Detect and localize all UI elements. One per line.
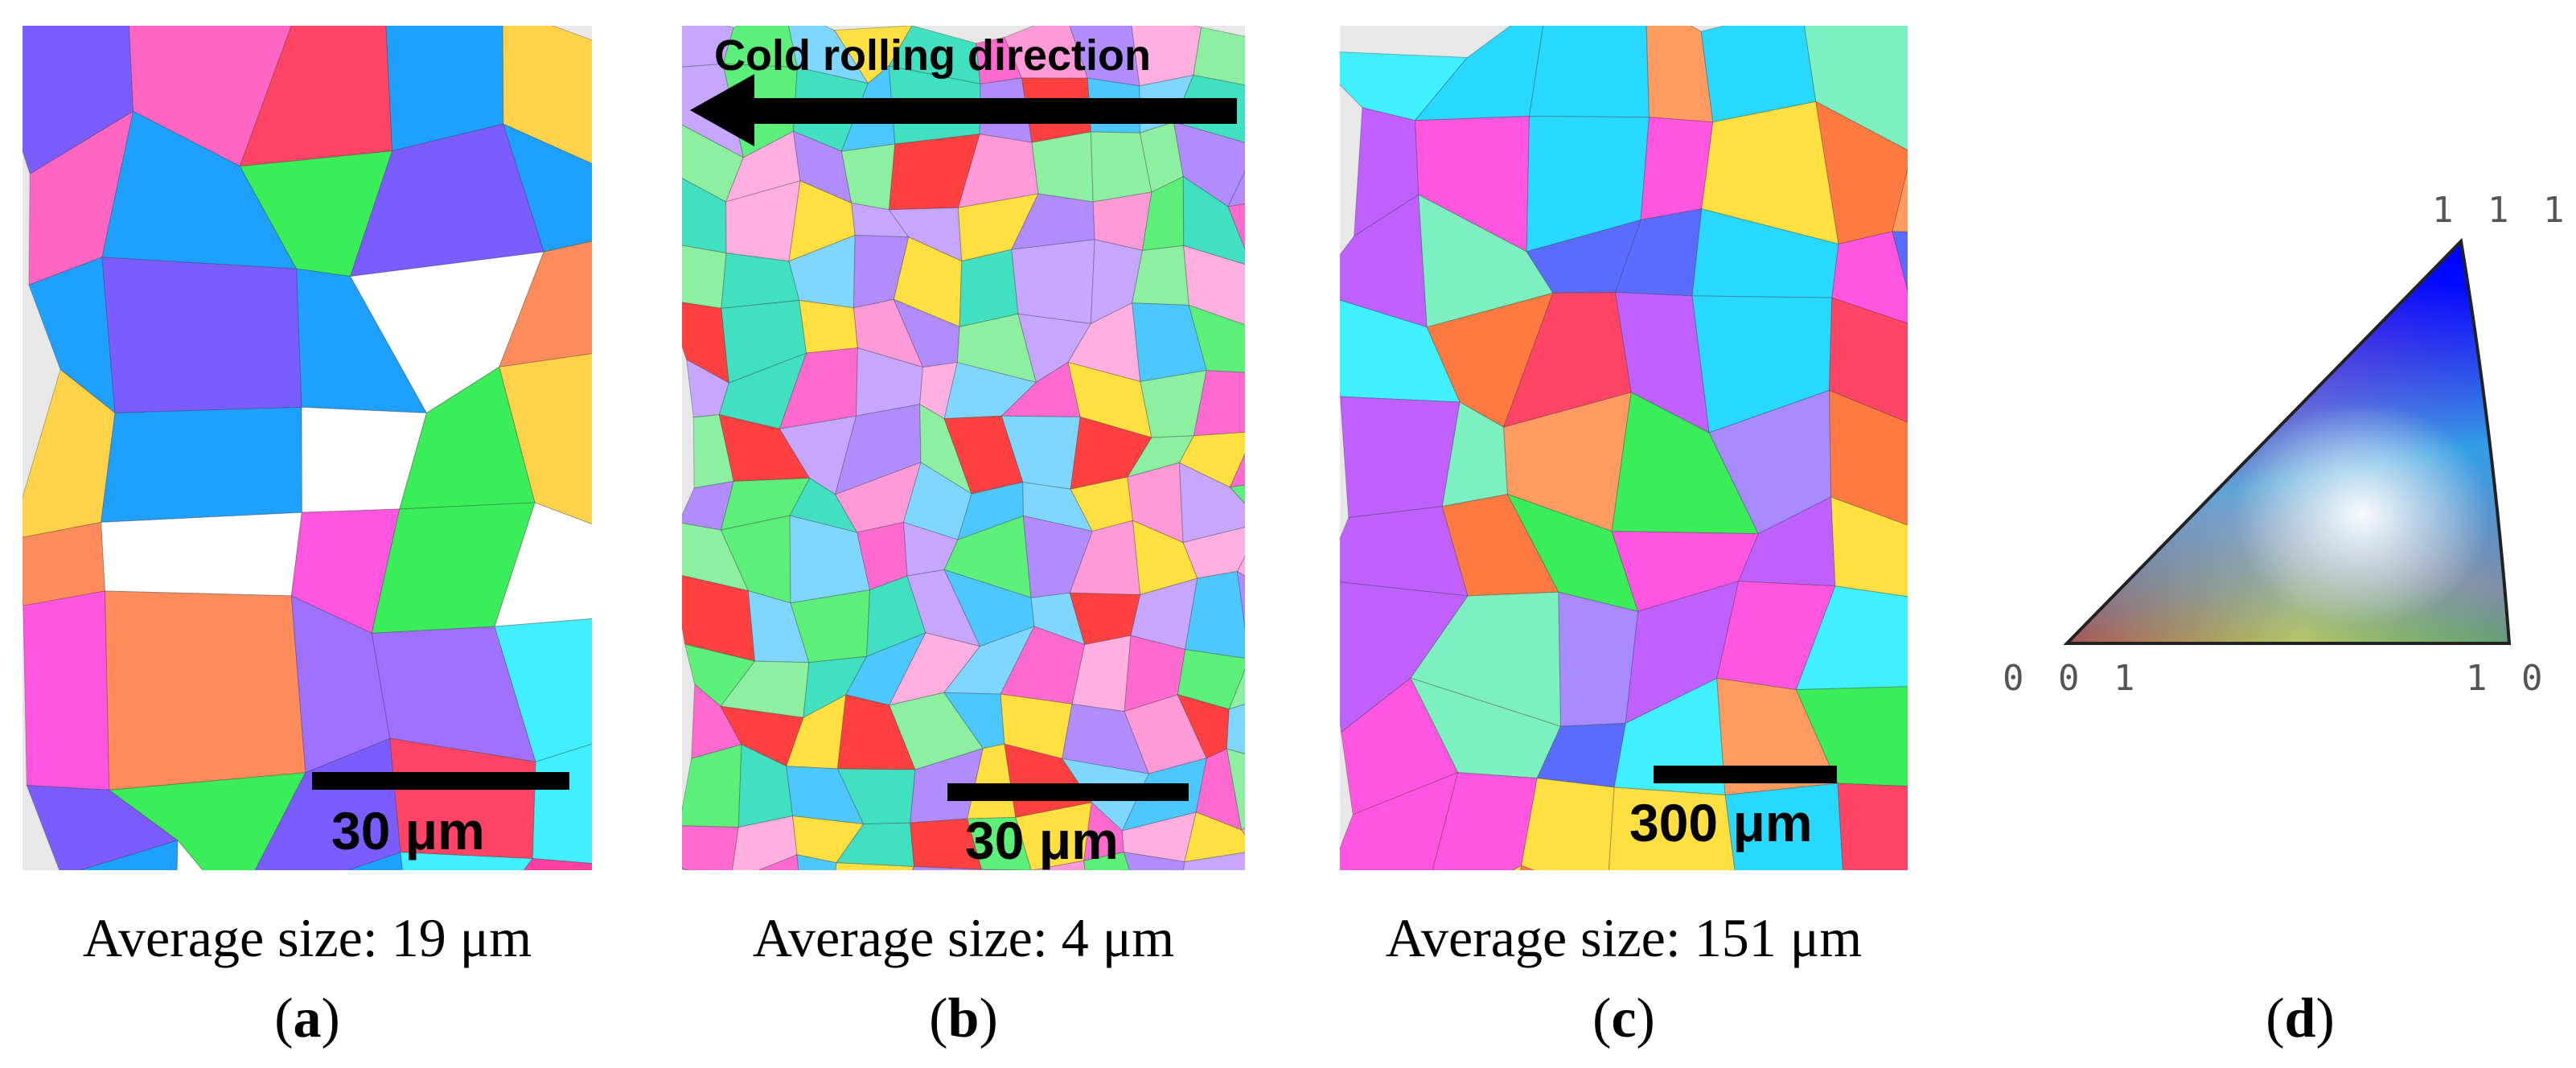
grain (1830, 496, 1908, 598)
grain (502, 123, 592, 253)
grain (682, 244, 727, 309)
grain (1528, 26, 1650, 118)
panel-letter-a: (a) (274, 988, 340, 1050)
grain (1804, 26, 1908, 151)
scale-label-c: 300 μm (1629, 793, 1813, 852)
grain (1030, 860, 1086, 870)
grain (1608, 787, 1736, 870)
grain (1227, 203, 1245, 251)
ebsd-map-c: 300 μm (1340, 26, 1908, 870)
grain (101, 257, 302, 413)
grain (1123, 851, 1185, 870)
scale-label-a: 30 μm (331, 801, 485, 861)
scale-bar-b (947, 783, 1189, 801)
grain (721, 253, 800, 309)
grain (523, 858, 592, 870)
grain (1011, 239, 1095, 325)
grain (1188, 304, 1245, 373)
grain-map-b (682, 26, 1245, 870)
scale-bar-c (1654, 766, 1837, 783)
grain (911, 866, 983, 870)
grain (101, 406, 302, 523)
grain (1558, 591, 1639, 727)
grain (1083, 852, 1131, 870)
grain (499, 240, 592, 368)
grain (1837, 783, 1908, 870)
grain (502, 26, 592, 164)
grain (499, 353, 592, 525)
ipf-color-key (2063, 237, 2512, 645)
grain (1795, 686, 1908, 787)
caption-c: Average size: 151 μm (1385, 907, 1863, 968)
grain (1892, 166, 1908, 232)
grain (176, 839, 203, 870)
caption-b: Average size: 4 μm (752, 907, 1175, 968)
grain (1340, 396, 1461, 519)
grain (980, 869, 1032, 870)
panel-letter-c: (c) (1592, 988, 1655, 1050)
caption-a: Average size: 19 μm (82, 907, 532, 968)
ebsd-map-a: 30 μm (23, 26, 592, 870)
grain (1228, 668, 1245, 710)
grain (1828, 389, 1908, 526)
grain (400, 852, 534, 870)
grain (799, 299, 859, 354)
grain (494, 618, 592, 762)
grain (1178, 462, 1245, 544)
grain (23, 590, 110, 791)
rolling-direction-label: Cold rolling direction (714, 31, 1151, 80)
ebsd-map-b: Cold rolling direction 30 μm (682, 26, 1245, 870)
ipf-label-111: 1 1 1 (2432, 190, 2571, 231)
grain (1193, 370, 1245, 437)
ipf-label-001: 0 0 1 (2003, 658, 2142, 699)
grain (1724, 783, 1844, 870)
grain (959, 249, 1019, 327)
ipf-label-101: 1 0 1 (2466, 658, 2576, 699)
grain (682, 868, 690, 870)
grain (1236, 556, 1245, 577)
grain (758, 854, 799, 870)
grain (108, 772, 306, 870)
grain (1182, 852, 1245, 870)
panel-letter-b: (b) (929, 988, 998, 1050)
grain-map-a (23, 26, 592, 870)
grain (967, 816, 1032, 870)
grain (1226, 748, 1245, 831)
grain (1229, 484, 1245, 504)
grain (79, 840, 179, 870)
grain (1183, 244, 1245, 326)
grain (105, 590, 306, 791)
scale-label-b: 30 μm (965, 811, 1119, 870)
grain (682, 825, 739, 870)
grain (1828, 297, 1908, 423)
grain (682, 744, 742, 828)
grain (1193, 27, 1245, 86)
grain (1795, 585, 1908, 691)
grain (1227, 170, 1245, 207)
grain-map-c (1340, 26, 1908, 870)
grain (101, 511, 302, 597)
grain (835, 862, 915, 870)
grain (1521, 778, 1615, 870)
grain (1182, 175, 1245, 265)
grain (1520, 865, 1535, 870)
grain (1184, 811, 1245, 863)
grain (1512, 865, 1522, 870)
grain (1892, 231, 1908, 293)
rolling-direction-arrow (690, 74, 1237, 146)
panel-letter-d: (d) (2266, 988, 2335, 1050)
grain (796, 854, 837, 870)
grain (1340, 771, 1459, 870)
grain (1229, 453, 1245, 488)
grain (494, 502, 592, 627)
scale-bar-a (312, 772, 569, 790)
grain (347, 852, 403, 870)
grain (1831, 231, 1908, 324)
grain (1226, 703, 1245, 754)
grain (1240, 827, 1245, 836)
grain (1185, 570, 1245, 659)
grain (1236, 570, 1245, 630)
